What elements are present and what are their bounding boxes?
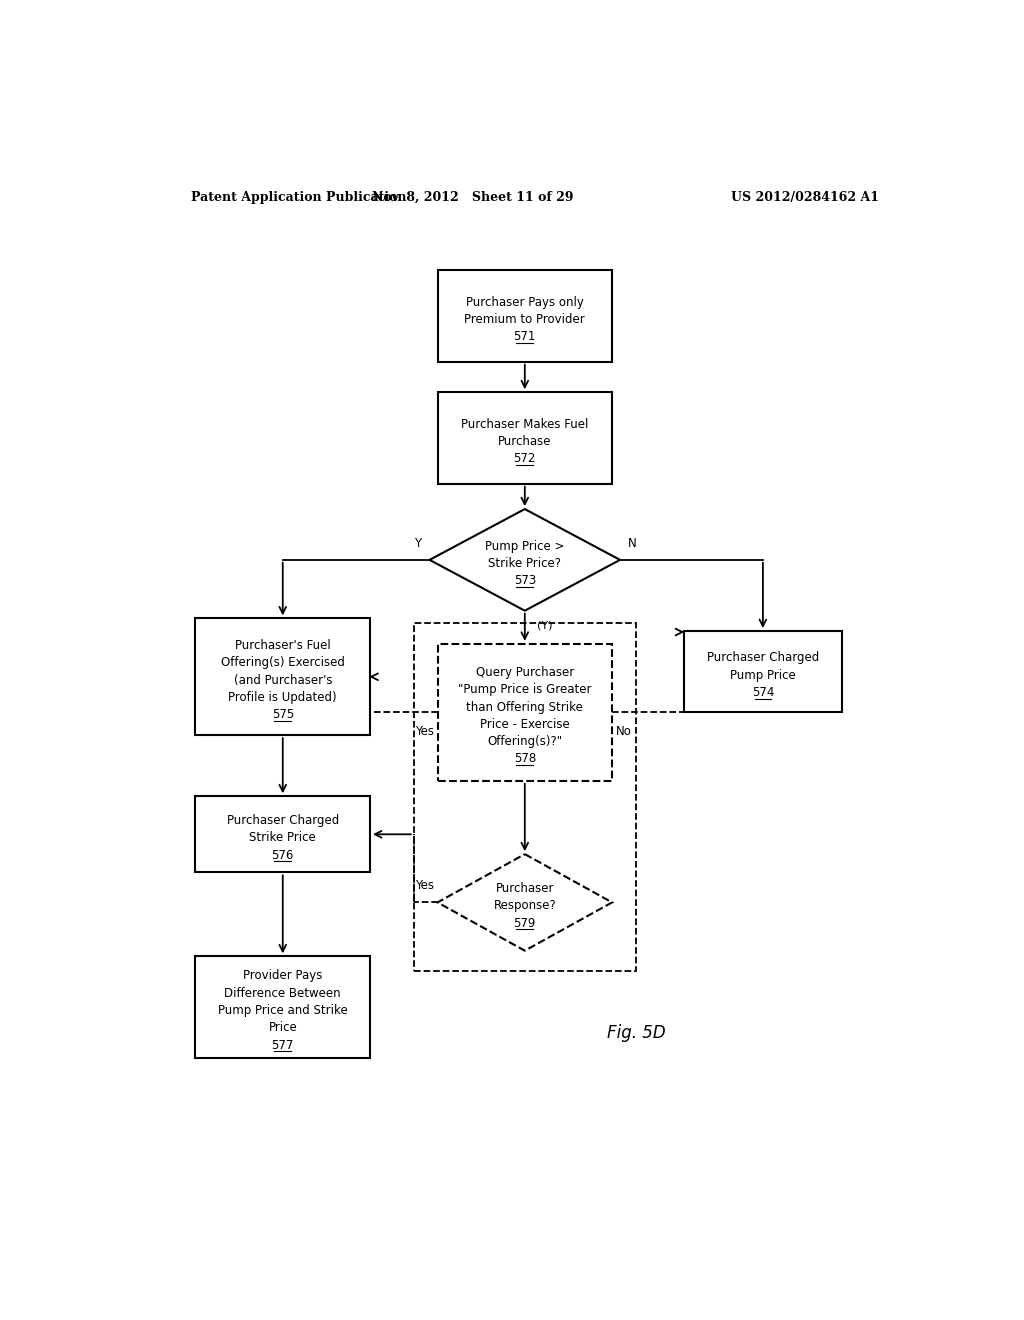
Text: 576: 576 xyxy=(271,849,294,862)
Text: Premium to Provider: Premium to Provider xyxy=(465,313,585,326)
Bar xyxy=(684,631,843,713)
Text: Patent Application Publication: Patent Application Publication xyxy=(191,190,407,203)
Text: Strike Price: Strike Price xyxy=(250,832,316,845)
Text: Purchaser Pays only: Purchaser Pays only xyxy=(466,296,584,309)
Text: Pump Price and Strike: Pump Price and Strike xyxy=(218,1005,347,1016)
Text: (Y): (Y) xyxy=(537,620,552,631)
Text: 572: 572 xyxy=(514,453,536,465)
Text: Response?: Response? xyxy=(494,899,556,912)
Text: 575: 575 xyxy=(271,709,294,721)
Bar xyxy=(414,623,636,972)
Text: Offering(s)?": Offering(s)?" xyxy=(487,735,562,748)
Text: Yes: Yes xyxy=(415,879,433,892)
Text: (and Purchaser's: (and Purchaser's xyxy=(233,673,332,686)
Text: Purchaser Charged: Purchaser Charged xyxy=(226,814,339,828)
Text: Pump Price: Pump Price xyxy=(730,669,796,681)
Text: Strike Price?: Strike Price? xyxy=(488,557,561,570)
Text: 574: 574 xyxy=(752,686,774,698)
Text: Profile is Updated): Profile is Updated) xyxy=(228,690,337,704)
Bar xyxy=(437,271,612,362)
Text: Purchase: Purchase xyxy=(498,434,552,447)
Text: 578: 578 xyxy=(514,752,536,766)
Text: Fig. 5D: Fig. 5D xyxy=(606,1023,666,1041)
Text: Purchaser Charged: Purchaser Charged xyxy=(707,651,819,664)
Polygon shape xyxy=(430,510,620,611)
Text: Purchaser's Fuel: Purchaser's Fuel xyxy=(234,639,331,652)
Text: N: N xyxy=(628,537,637,549)
Polygon shape xyxy=(437,854,612,950)
Text: Offering(s) Exercised: Offering(s) Exercised xyxy=(221,656,345,669)
Text: Price - Exercise: Price - Exercise xyxy=(480,718,569,731)
Bar xyxy=(196,618,370,735)
Text: 579: 579 xyxy=(514,916,536,929)
Text: Price: Price xyxy=(268,1022,297,1035)
Text: No: No xyxy=(616,725,632,738)
Text: "Pump Price is Greater: "Pump Price is Greater xyxy=(458,684,592,697)
Text: 571: 571 xyxy=(514,330,536,343)
Text: Query Purchaser: Query Purchaser xyxy=(476,667,573,678)
Text: 573: 573 xyxy=(514,574,536,587)
Text: Y: Y xyxy=(415,537,422,549)
Text: Nov. 8, 2012   Sheet 11 of 29: Nov. 8, 2012 Sheet 11 of 29 xyxy=(373,190,574,203)
Bar xyxy=(437,392,612,483)
Bar xyxy=(437,644,612,781)
Text: Provider Pays: Provider Pays xyxy=(243,969,323,982)
Text: Purchaser: Purchaser xyxy=(496,882,554,895)
Text: 577: 577 xyxy=(271,1039,294,1052)
Text: Difference Between: Difference Between xyxy=(224,987,341,999)
Bar xyxy=(196,796,370,873)
Text: Purchaser Makes Fuel: Purchaser Makes Fuel xyxy=(461,417,589,430)
Text: Yes: Yes xyxy=(415,725,433,738)
Text: than Offering Strike: than Offering Strike xyxy=(466,701,584,714)
Text: Pump Price >: Pump Price > xyxy=(485,540,564,553)
Text: US 2012/0284162 A1: US 2012/0284162 A1 xyxy=(731,190,880,203)
Bar xyxy=(196,956,370,1057)
